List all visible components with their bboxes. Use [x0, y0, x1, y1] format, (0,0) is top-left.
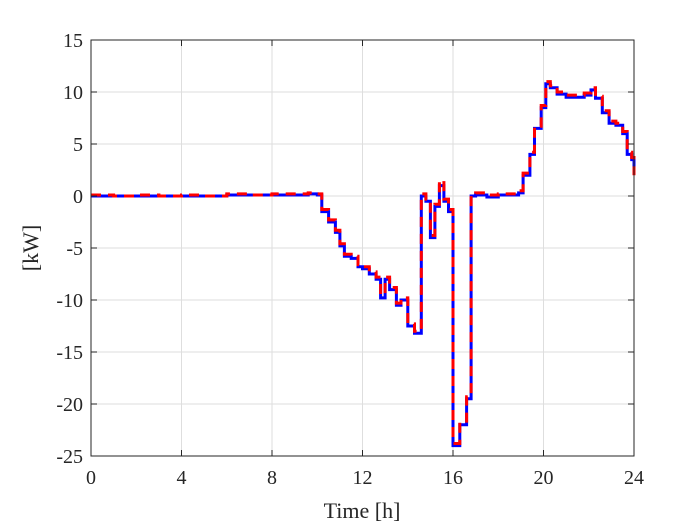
y-tick-label: -25	[56, 446, 83, 468]
ticks: 0 4 8 12 16 20 24 -25 -20 -15 -10 -5 0 5 10 15	[56, 30, 644, 489]
y-tick-label: 0	[73, 186, 83, 208]
y-tick-label: 5	[73, 134, 83, 156]
y-axis-label: [kW]	[18, 225, 43, 271]
x-tick-label: 8	[267, 467, 277, 489]
y-tick-label: 15	[63, 30, 83, 52]
y-tick-label: -20	[56, 394, 83, 416]
y-tick-label: 10	[63, 82, 83, 104]
x-tick-label: 4	[177, 467, 187, 489]
y-tick-label: -15	[56, 342, 83, 364]
x-tick-label: 0	[86, 467, 96, 489]
x-tick-label: 20	[534, 467, 554, 489]
y-tick-label: -10	[56, 290, 83, 312]
x-tick-label: 16	[443, 467, 463, 489]
x-axis-label: Time [h]	[324, 498, 401, 523]
x-tick-label: 24	[624, 467, 644, 489]
y-tick-label: -5	[66, 238, 83, 260]
x-tick-label: 12	[353, 467, 373, 489]
series-line-2	[91, 80, 636, 445]
series-group	[91, 80, 636, 448]
